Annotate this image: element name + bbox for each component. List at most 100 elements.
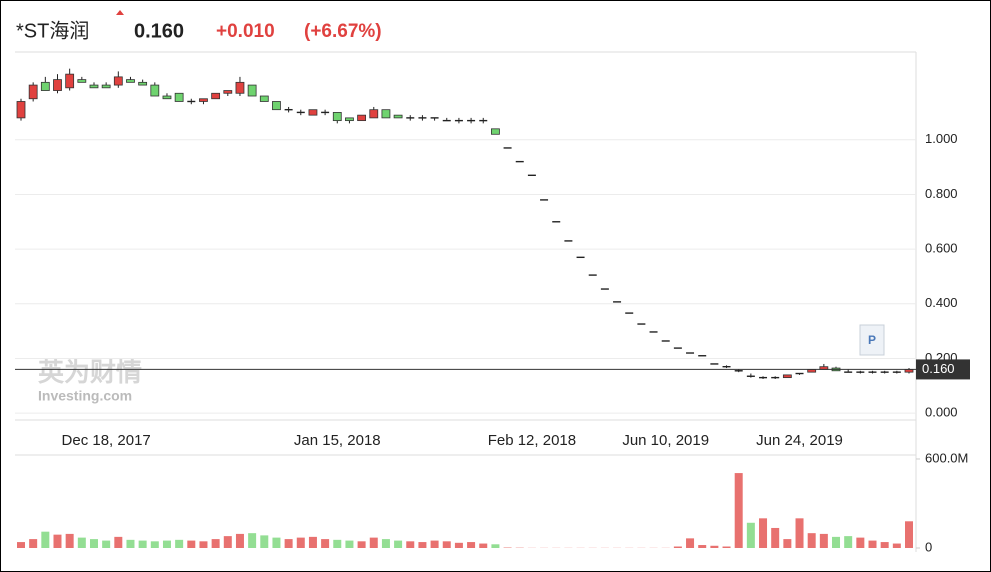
candle-body bbox=[259, 95, 269, 102]
candle-body bbox=[369, 109, 379, 119]
stock-name: *ST海润 bbox=[16, 19, 89, 42]
volume-bar bbox=[175, 539, 184, 548]
event-marker[interactable] bbox=[859, 324, 885, 356]
candle-body bbox=[28, 84, 38, 100]
last-price-label: 0.160 bbox=[922, 361, 955, 376]
volume-bar bbox=[454, 542, 463, 548]
candle-body bbox=[782, 374, 792, 379]
volume-bar bbox=[844, 536, 853, 548]
volume-bar bbox=[771, 527, 780, 548]
volume-bar bbox=[272, 537, 281, 548]
volume-bar bbox=[394, 540, 403, 548]
volume-bar bbox=[746, 522, 755, 548]
candle-body bbox=[332, 112, 342, 122]
up-icon bbox=[116, 10, 124, 15]
watermark: Investing.com bbox=[38, 388, 132, 404]
volume-bar bbox=[162, 540, 171, 548]
x-tick-label: Jun 24, 2019 bbox=[756, 432, 843, 449]
last-price-box bbox=[916, 359, 970, 380]
candle-body bbox=[381, 109, 391, 119]
volume-bar bbox=[880, 542, 889, 548]
candle-body bbox=[150, 84, 160, 97]
candle-body bbox=[162, 95, 172, 100]
volume-bar bbox=[150, 541, 159, 548]
volume-bar bbox=[442, 541, 451, 548]
candle-body bbox=[174, 92, 184, 102]
y-tick-label: 0.400 bbox=[925, 295, 958, 310]
y-tick-label: 0.000 bbox=[925, 405, 958, 420]
candle-body bbox=[89, 84, 99, 89]
volume-bar bbox=[284, 539, 293, 548]
volume-bar bbox=[418, 542, 427, 548]
volume-bar bbox=[296, 537, 305, 548]
volume-bar bbox=[832, 536, 841, 548]
watermark: 英为财情 bbox=[38, 357, 142, 387]
volume-bar bbox=[491, 544, 500, 548]
candle-body bbox=[223, 90, 233, 94]
volume-bar bbox=[795, 518, 804, 548]
volume-bar bbox=[868, 540, 877, 548]
candle-body bbox=[53, 79, 62, 91]
volume-bar bbox=[321, 539, 330, 548]
volume-bar bbox=[248, 533, 257, 548]
volume-bar bbox=[710, 545, 719, 548]
volume-bar bbox=[41, 531, 50, 548]
volume-bar bbox=[673, 546, 682, 548]
event-marker-label[interactable]: P bbox=[868, 333, 876, 347]
candle-body bbox=[211, 92, 221, 100]
volume-bar bbox=[819, 533, 828, 548]
y-tick-label: 0.600 bbox=[925, 241, 958, 256]
volume-bar bbox=[65, 533, 74, 548]
volume-bar bbox=[29, 539, 38, 548]
volume-bar bbox=[114, 536, 123, 548]
volume-bar bbox=[260, 535, 269, 548]
volume-bar bbox=[722, 546, 731, 548]
v-tick-label: 0 bbox=[925, 539, 932, 554]
candle-body bbox=[491, 128, 500, 135]
volume-bar bbox=[406, 541, 415, 548]
x-tick-label: Dec 18, 2017 bbox=[62, 432, 151, 449]
change-pct: (+6.67%) bbox=[304, 21, 382, 42]
change: +0.010 bbox=[216, 21, 275, 42]
volume-bar bbox=[467, 542, 476, 548]
volume-bar bbox=[308, 536, 317, 548]
candle-body bbox=[138, 81, 148, 86]
x-tick-label: Feb 12, 2018 bbox=[488, 432, 576, 449]
volume-bar bbox=[369, 537, 378, 548]
volume-bar bbox=[783, 539, 792, 548]
volume-bar bbox=[479, 543, 488, 548]
candle-body bbox=[272, 101, 281, 111]
candle-body bbox=[308, 109, 318, 116]
volume-bar bbox=[333, 539, 342, 548]
volume-bar bbox=[89, 539, 98, 548]
candle-body bbox=[235, 81, 245, 94]
volume-bar bbox=[345, 540, 354, 548]
y-tick-label: 1.000 bbox=[925, 131, 958, 146]
volume-bar bbox=[905, 521, 913, 548]
volume-bar bbox=[381, 539, 390, 548]
volume-bar bbox=[223, 536, 232, 548]
volume-bar bbox=[53, 534, 62, 548]
candle-body bbox=[40, 81, 50, 91]
volume-bar bbox=[211, 539, 220, 548]
candle-body bbox=[126, 79, 135, 83]
volume-bar bbox=[759, 518, 768, 548]
candle-body bbox=[345, 117, 354, 122]
volume-bar bbox=[126, 539, 135, 548]
volume-bar bbox=[856, 537, 865, 548]
candle-body bbox=[65, 73, 75, 89]
x-tick-label: Jun 10, 2019 bbox=[622, 432, 709, 449]
volume-bar bbox=[807, 533, 816, 548]
volume-bar bbox=[235, 533, 244, 548]
volume-bar bbox=[199, 541, 208, 548]
candle-body bbox=[101, 84, 111, 89]
candle-body bbox=[77, 79, 87, 83]
candle-body bbox=[393, 114, 403, 119]
volume-bar bbox=[102, 540, 111, 548]
candle-body bbox=[357, 114, 367, 122]
volume-bar bbox=[77, 537, 86, 548]
candle-body bbox=[247, 84, 257, 97]
volume-bar bbox=[357, 541, 366, 548]
